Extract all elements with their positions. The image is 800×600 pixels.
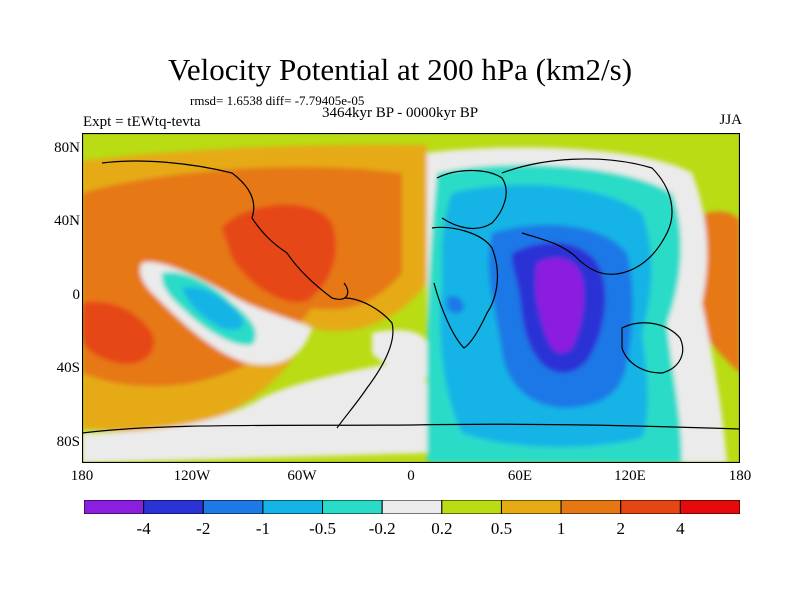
colorbar-label-7: 1	[556, 519, 566, 538]
colorbar-swatch-4	[322, 500, 383, 514]
lon-label-0: 0	[407, 468, 415, 484]
coastlines	[82, 158, 740, 434]
lat-label-0: 0	[72, 287, 81, 303]
lon-label-180w: 180	[70, 468, 94, 484]
lon-label-120w: 120W	[173, 468, 211, 484]
band-4-pacific	[82, 301, 154, 364]
coast-asia	[501, 158, 673, 275]
colorbar-label-3: -0.5	[309, 519, 336, 538]
colorbar-label-6: 0.5	[490, 519, 513, 538]
lat-label-80s: 80S	[56, 434, 80, 450]
colorbar-swatch-0	[84, 500, 145, 514]
coast-australia	[621, 322, 684, 374]
band-zero-south	[82, 364, 427, 463]
season-label: JJA	[719, 112, 742, 128]
lat-label-40n: 40N	[54, 213, 80, 229]
colorbar-swatch-10	[679, 500, 740, 514]
lon-label-60e: 60E	[507, 468, 533, 484]
lon-label-120e: 120E	[614, 468, 646, 484]
colorbar-swatch-2	[202, 500, 264, 514]
band-neg-extreme-indian	[535, 258, 584, 354]
colorbar-swatch-8	[560, 500, 622, 514]
band-neg-med-pacific	[182, 287, 244, 330]
lon-label-60w: 60W	[287, 468, 317, 484]
colorbar-label-8: 2	[616, 519, 625, 538]
colorbar-label-0: -4	[136, 519, 151, 538]
lat-label-80n: 80N	[54, 140, 80, 156]
velocity-potential-map	[82, 133, 740, 463]
coast-antarctica	[82, 423, 740, 434]
lon-label-180e: 180	[728, 468, 752, 484]
colorbar-swatch-3	[262, 500, 324, 514]
colorbar-label-1: -2	[196, 519, 211, 538]
lat-label-40s: 40S	[56, 360, 80, 376]
experiment-label: Expt = tEWtq-tevta	[83, 114, 201, 130]
rmsd-stats: rmsd= 1.6538 diff= -7.79405e-05	[190, 93, 365, 108]
coast-europe	[436, 169, 507, 230]
colorbar	[84, 500, 740, 514]
map-frame	[82, 133, 740, 463]
coast-south-america	[336, 297, 394, 429]
colorbar-swatch-5	[381, 500, 443, 514]
coast-north-america	[101, 160, 349, 300]
colorbar-swatch-7	[500, 500, 562, 514]
colorbar-label-9: 4	[676, 519, 685, 538]
period-label: 3464kyr BP - 0000kyr BP	[322, 105, 479, 121]
colorbar-swatch-9	[620, 500, 681, 514]
colorbar-label-4: -0.2	[368, 519, 396, 538]
colorbar-swatch-1	[143, 500, 204, 514]
colorbar-label-2: -1	[255, 519, 270, 538]
band-neg-africa	[447, 296, 464, 314]
map-title: Velocity Potential at 200 hPa (km2/s)	[167, 52, 633, 87]
band-zero-atlantic	[372, 330, 427, 378]
colorbar-label-5: 0.2	[431, 519, 453, 538]
colorbar-swatch-6	[441, 500, 502, 514]
coast-africa	[431, 226, 498, 349]
